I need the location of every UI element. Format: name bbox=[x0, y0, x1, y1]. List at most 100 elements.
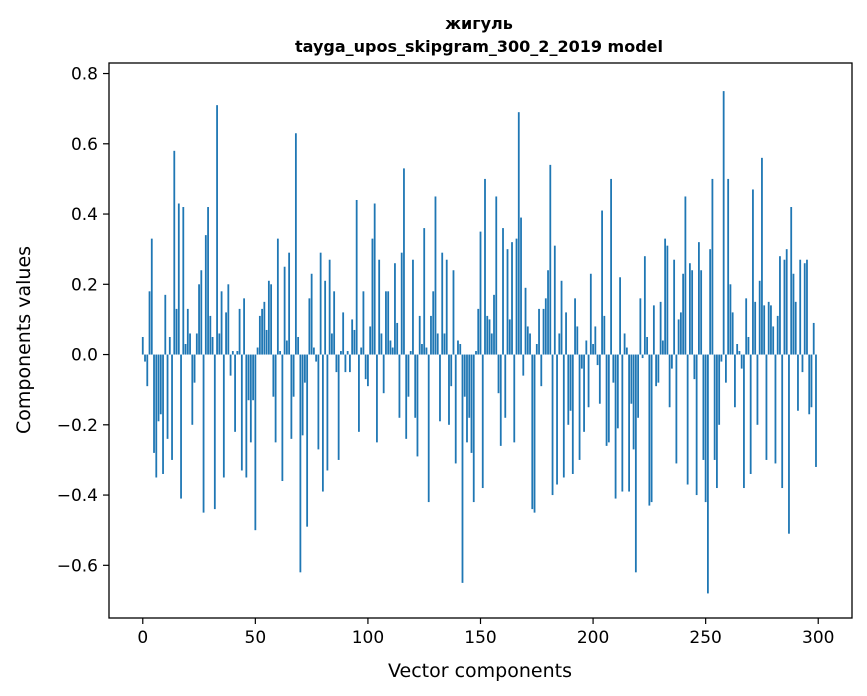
y-tick-label: 0.4 bbox=[71, 205, 98, 225]
bar-153 bbox=[486, 315, 489, 355]
bar-35 bbox=[220, 291, 223, 355]
bar-238 bbox=[677, 319, 680, 355]
bar-96 bbox=[358, 354, 360, 432]
bar-57 bbox=[270, 284, 273, 355]
bar-112 bbox=[394, 263, 396, 355]
bar-93 bbox=[351, 319, 354, 355]
x-tick-label: 300 bbox=[802, 628, 834, 648]
bar-95 bbox=[355, 199, 358, 355]
bar-283 bbox=[779, 256, 781, 355]
bar-190 bbox=[569, 354, 572, 411]
bar-109 bbox=[387, 291, 390, 355]
bar-36 bbox=[222, 354, 225, 478]
bar-171 bbox=[526, 326, 529, 355]
bar-23 bbox=[193, 354, 196, 383]
y-tick-label: 0.0 bbox=[71, 346, 98, 366]
bar-124 bbox=[421, 344, 423, 355]
bar-264 bbox=[736, 344, 739, 355]
bar-229 bbox=[657, 354, 660, 383]
bar-298 bbox=[812, 322, 815, 355]
bar-206 bbox=[605, 354, 608, 446]
bar-63 bbox=[283, 266, 286, 355]
bar-119 bbox=[409, 351, 412, 355]
bar-279 bbox=[770, 305, 772, 355]
bar-46 bbox=[245, 354, 248, 478]
bar-241 bbox=[684, 196, 687, 355]
bar-92 bbox=[349, 354, 351, 373]
bar-170 bbox=[524, 287, 527, 355]
bar-117 bbox=[405, 354, 408, 439]
bar-5 bbox=[153, 354, 155, 453]
bar-136 bbox=[448, 354, 450, 425]
bar-38 bbox=[227, 284, 230, 355]
y-tick-label: 0.6 bbox=[71, 135, 98, 155]
bar-172 bbox=[529, 333, 531, 355]
bar-66 bbox=[290, 354, 293, 439]
bar-220 bbox=[637, 354, 640, 418]
bar-239 bbox=[679, 312, 682, 355]
bar-189 bbox=[567, 354, 570, 425]
bar-270 bbox=[749, 354, 752, 474]
bar-282 bbox=[776, 315, 779, 355]
bar-113 bbox=[396, 322, 399, 355]
bar-268 bbox=[745, 298, 748, 355]
bar-103 bbox=[373, 203, 376, 355]
bar-114 bbox=[398, 354, 401, 418]
x-tick-label: 250 bbox=[689, 628, 721, 648]
x-tick-label: 50 bbox=[245, 628, 267, 648]
bar-191 bbox=[571, 354, 574, 474]
bar-178 bbox=[542, 308, 545, 355]
bar-139 bbox=[454, 354, 457, 464]
bar-16 bbox=[177, 203, 180, 355]
bar-154 bbox=[488, 319, 491, 355]
bar-17 bbox=[180, 354, 182, 499]
bar-274 bbox=[758, 280, 761, 355]
bar-86 bbox=[335, 354, 338, 373]
bar-231 bbox=[661, 340, 664, 355]
x-tick-label: 100 bbox=[352, 628, 384, 648]
bar-62 bbox=[281, 354, 284, 482]
bar-51 bbox=[256, 347, 259, 355]
bar-91 bbox=[346, 351, 349, 355]
x-tick-label: 0 bbox=[137, 628, 148, 648]
bar-167 bbox=[517, 112, 520, 355]
bar-43 bbox=[238, 308, 241, 355]
bar-60 bbox=[276, 238, 279, 355]
bar-141 bbox=[459, 344, 462, 355]
bar-31 bbox=[211, 336, 214, 355]
bar-299 bbox=[815, 354, 817, 467]
bar-215 bbox=[625, 347, 628, 355]
bar-70 bbox=[299, 354, 302, 573]
bar-297 bbox=[810, 354, 813, 408]
bar-185 bbox=[558, 333, 561, 355]
bar-258 bbox=[722, 91, 725, 355]
bar-294 bbox=[803, 263, 806, 355]
y-axis-ticks: −0.6 −0.4 −0.2 0.0 0.2 0.4 0.6 0.8 bbox=[57, 65, 109, 576]
bar-21 bbox=[189, 333, 191, 355]
bar-34 bbox=[218, 333, 221, 355]
bar-7 bbox=[157, 354, 160, 422]
bar-4 bbox=[150, 238, 153, 355]
bar-64 bbox=[285, 340, 288, 355]
bar-118 bbox=[407, 354, 410, 397]
bar-151 bbox=[481, 354, 484, 489]
x-tick-label: 200 bbox=[577, 628, 609, 648]
bar-87 bbox=[337, 354, 340, 460]
bar-180 bbox=[547, 270, 549, 355]
bar-244 bbox=[691, 270, 694, 355]
bar-187 bbox=[562, 354, 565, 478]
bar-236 bbox=[673, 259, 676, 355]
bar-122 bbox=[416, 354, 419, 457]
bar-1 bbox=[144, 354, 146, 362]
bar-169 bbox=[522, 354, 525, 376]
bar-98 bbox=[362, 291, 365, 355]
bar-198 bbox=[587, 354, 590, 408]
bar-33 bbox=[216, 105, 218, 355]
bar-260 bbox=[727, 178, 730, 355]
bar-183 bbox=[553, 245, 556, 355]
bar-12 bbox=[168, 336, 171, 355]
bar-123 bbox=[418, 315, 421, 355]
bar-8 bbox=[159, 354, 162, 415]
bar-13 bbox=[171, 354, 173, 460]
bar-242 bbox=[686, 354, 689, 485]
